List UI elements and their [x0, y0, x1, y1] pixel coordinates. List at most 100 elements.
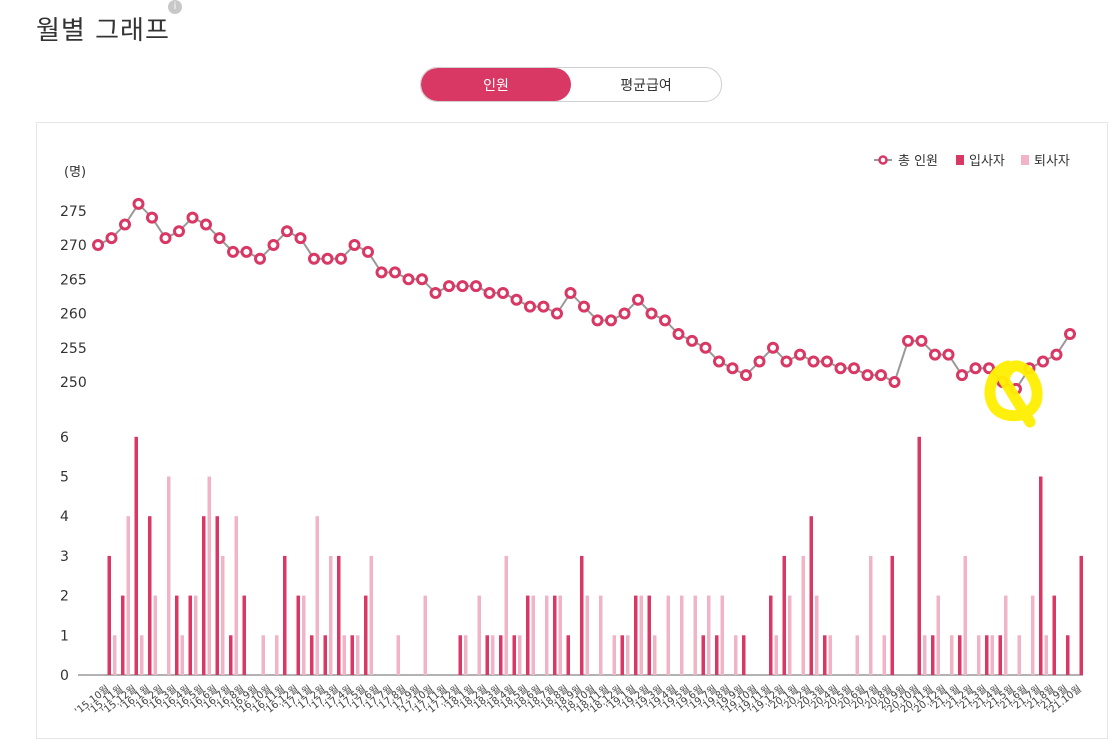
y-tick-label: 250	[60, 375, 87, 391]
leave-bar	[504, 555, 508, 675]
total-point	[618, 307, 631, 320]
leave-bar	[720, 595, 724, 675]
y-tick-label: 270	[60, 238, 87, 254]
leave-bar	[666, 595, 670, 675]
total-point	[942, 348, 955, 361]
hire-bar	[350, 635, 354, 675]
total-point	[861, 369, 874, 382]
leave-bar	[1044, 635, 1048, 675]
leave-bar	[869, 555, 873, 675]
leave-bar	[612, 635, 616, 675]
total-point	[375, 266, 388, 279]
leave-bar	[261, 635, 265, 675]
leave-bar	[369, 555, 373, 675]
hire-bar	[931, 635, 935, 675]
y-tick-label: 5	[60, 470, 69, 486]
total-point	[686, 334, 698, 347]
hire-bar	[890, 555, 894, 675]
leave-bar	[329, 555, 333, 675]
hire-bar	[553, 595, 557, 675]
hire-bar	[634, 595, 638, 675]
hire-bar	[107, 555, 111, 675]
leave-bar	[356, 635, 360, 675]
tab-average-salary[interactable]: 평균급여	[620, 77, 672, 94]
hire-bar	[742, 635, 746, 675]
total-point	[429, 286, 442, 299]
total-point	[1064, 328, 1076, 341]
total-point	[659, 314, 671, 327]
leave-bar	[815, 595, 819, 675]
total-line	[97, 202, 1071, 391]
leave-bar	[882, 635, 886, 675]
total-point	[969, 362, 982, 375]
total-point	[470, 280, 482, 293]
chart-panel	[36, 122, 1108, 739]
total-point	[240, 245, 253, 258]
total-point	[551, 307, 563, 320]
leave-bar	[626, 635, 630, 675]
total-point	[902, 334, 914, 347]
total-point	[929, 348, 941, 361]
leave-bar	[275, 635, 279, 675]
highlight-annotation	[984, 360, 1043, 428]
hire-bar	[769, 595, 773, 675]
leave-bar	[707, 595, 711, 675]
leave-bar	[477, 595, 481, 675]
total-point	[416, 273, 428, 286]
leave-bar	[801, 555, 805, 675]
total-point	[254, 252, 266, 265]
leave-bar	[153, 595, 157, 675]
leave-bar	[950, 635, 954, 675]
total-point	[713, 355, 725, 368]
y-axis-unit-label: (명)	[64, 165, 86, 180]
hire-bar	[620, 635, 624, 675]
page-title: 월별 그래프	[36, 16, 170, 46]
total-point	[578, 300, 590, 313]
info-icon[interactable]: i	[168, 0, 182, 14]
leave-bar	[396, 635, 400, 675]
total-point	[645, 307, 658, 320]
total-point	[875, 369, 887, 382]
hire-bar	[782, 555, 786, 675]
leave-bar	[194, 595, 198, 675]
total-point	[740, 369, 752, 382]
hire-bar	[1039, 476, 1043, 675]
total-point	[956, 369, 968, 382]
hire-bar	[188, 595, 192, 675]
hire-bar	[499, 635, 503, 675]
leave-bar	[923, 635, 927, 675]
legend-leave-swatch	[1021, 155, 1029, 165]
tab-headcount[interactable]: 인원	[421, 68, 571, 101]
total-point	[915, 334, 928, 347]
total-point	[227, 245, 239, 258]
total-point	[348, 239, 361, 251]
total-point	[402, 273, 415, 286]
total-point	[672, 328, 685, 341]
leave-bar	[234, 516, 238, 675]
leave-bar	[518, 635, 522, 675]
total-point	[726, 362, 739, 375]
leave-bar	[1004, 595, 1008, 675]
total-point	[1050, 348, 1063, 361]
total-point	[780, 355, 793, 368]
leave-bar	[828, 635, 832, 675]
hire-bar	[917, 436, 921, 675]
hire-bar	[823, 635, 827, 675]
total-point	[834, 362, 847, 375]
hire-bar	[323, 635, 327, 675]
total-point	[146, 211, 158, 224]
y-tick-label: 265	[60, 272, 87, 288]
y-tick-label: 275	[60, 204, 87, 220]
total-point	[483, 286, 496, 299]
total-point	[321, 252, 334, 265]
total-point	[510, 293, 523, 306]
total-point	[807, 355, 820, 368]
leave-bar	[734, 635, 738, 675]
hire-bar	[148, 516, 152, 675]
y-tick-label: 255	[60, 341, 87, 357]
leave-bar	[1017, 635, 1021, 675]
hire-bar	[242, 595, 246, 675]
hire-bar	[215, 516, 219, 675]
leave-bar	[140, 635, 144, 675]
